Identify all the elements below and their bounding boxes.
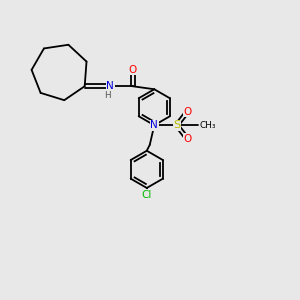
- Text: N: N: [106, 81, 114, 91]
- Text: N: N: [150, 120, 158, 130]
- Text: Cl: Cl: [142, 190, 152, 200]
- Text: CH₃: CH₃: [200, 121, 216, 130]
- Text: S: S: [173, 120, 180, 130]
- Text: O: O: [129, 65, 137, 75]
- Text: O: O: [183, 134, 191, 144]
- Text: O: O: [183, 107, 191, 117]
- Text: H: H: [104, 91, 111, 100]
